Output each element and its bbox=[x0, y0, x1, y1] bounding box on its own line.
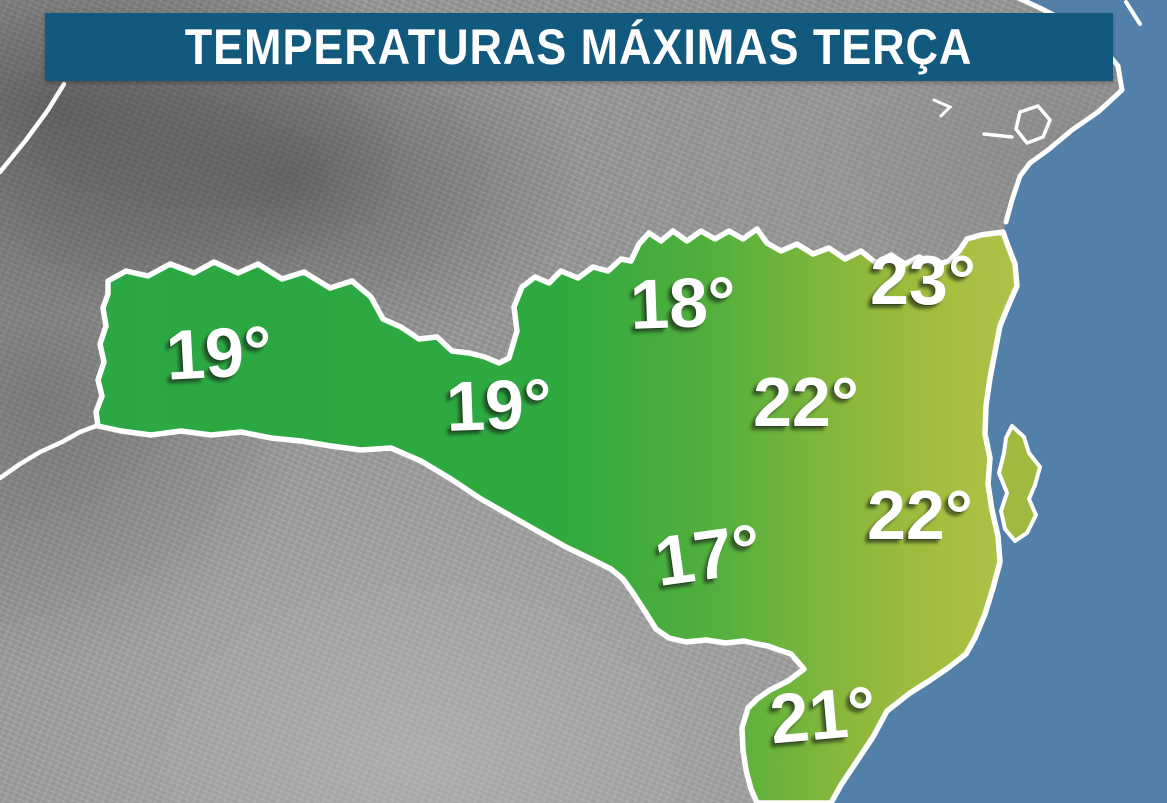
corner-tick-line bbox=[1124, 0, 1142, 26]
temp-label-north: 18° bbox=[628, 262, 738, 344]
title-banner: TEMPERATURAS MÁXIMAS TERÇA bbox=[45, 13, 1113, 81]
temp-label-west: 19° bbox=[164, 311, 274, 395]
bay-inlet-line bbox=[982, 132, 1014, 139]
temp-label-center-west: 19° bbox=[444, 364, 554, 446]
temp-label-east-coast: 22° bbox=[867, 476, 973, 554]
ocean bbox=[831, 0, 1167, 803]
river-squiggle bbox=[932, 98, 953, 118]
state-shape bbox=[93, 226, 1020, 803]
temp-label-south-tip: 21° bbox=[766, 671, 880, 759]
argentina-border-line bbox=[0, 423, 99, 481]
bay-outline bbox=[1014, 104, 1052, 145]
temp-label-center-east: 22° bbox=[753, 363, 859, 441]
temp-label-south-center: 17° bbox=[650, 509, 766, 601]
temp-label-northeast: 23° bbox=[870, 241, 976, 319]
page-title: TEMPERATURAS MÁXIMAS TERÇA bbox=[185, 19, 973, 75]
parana-border-line bbox=[0, 81, 67, 175]
island-shape bbox=[997, 424, 1042, 543]
